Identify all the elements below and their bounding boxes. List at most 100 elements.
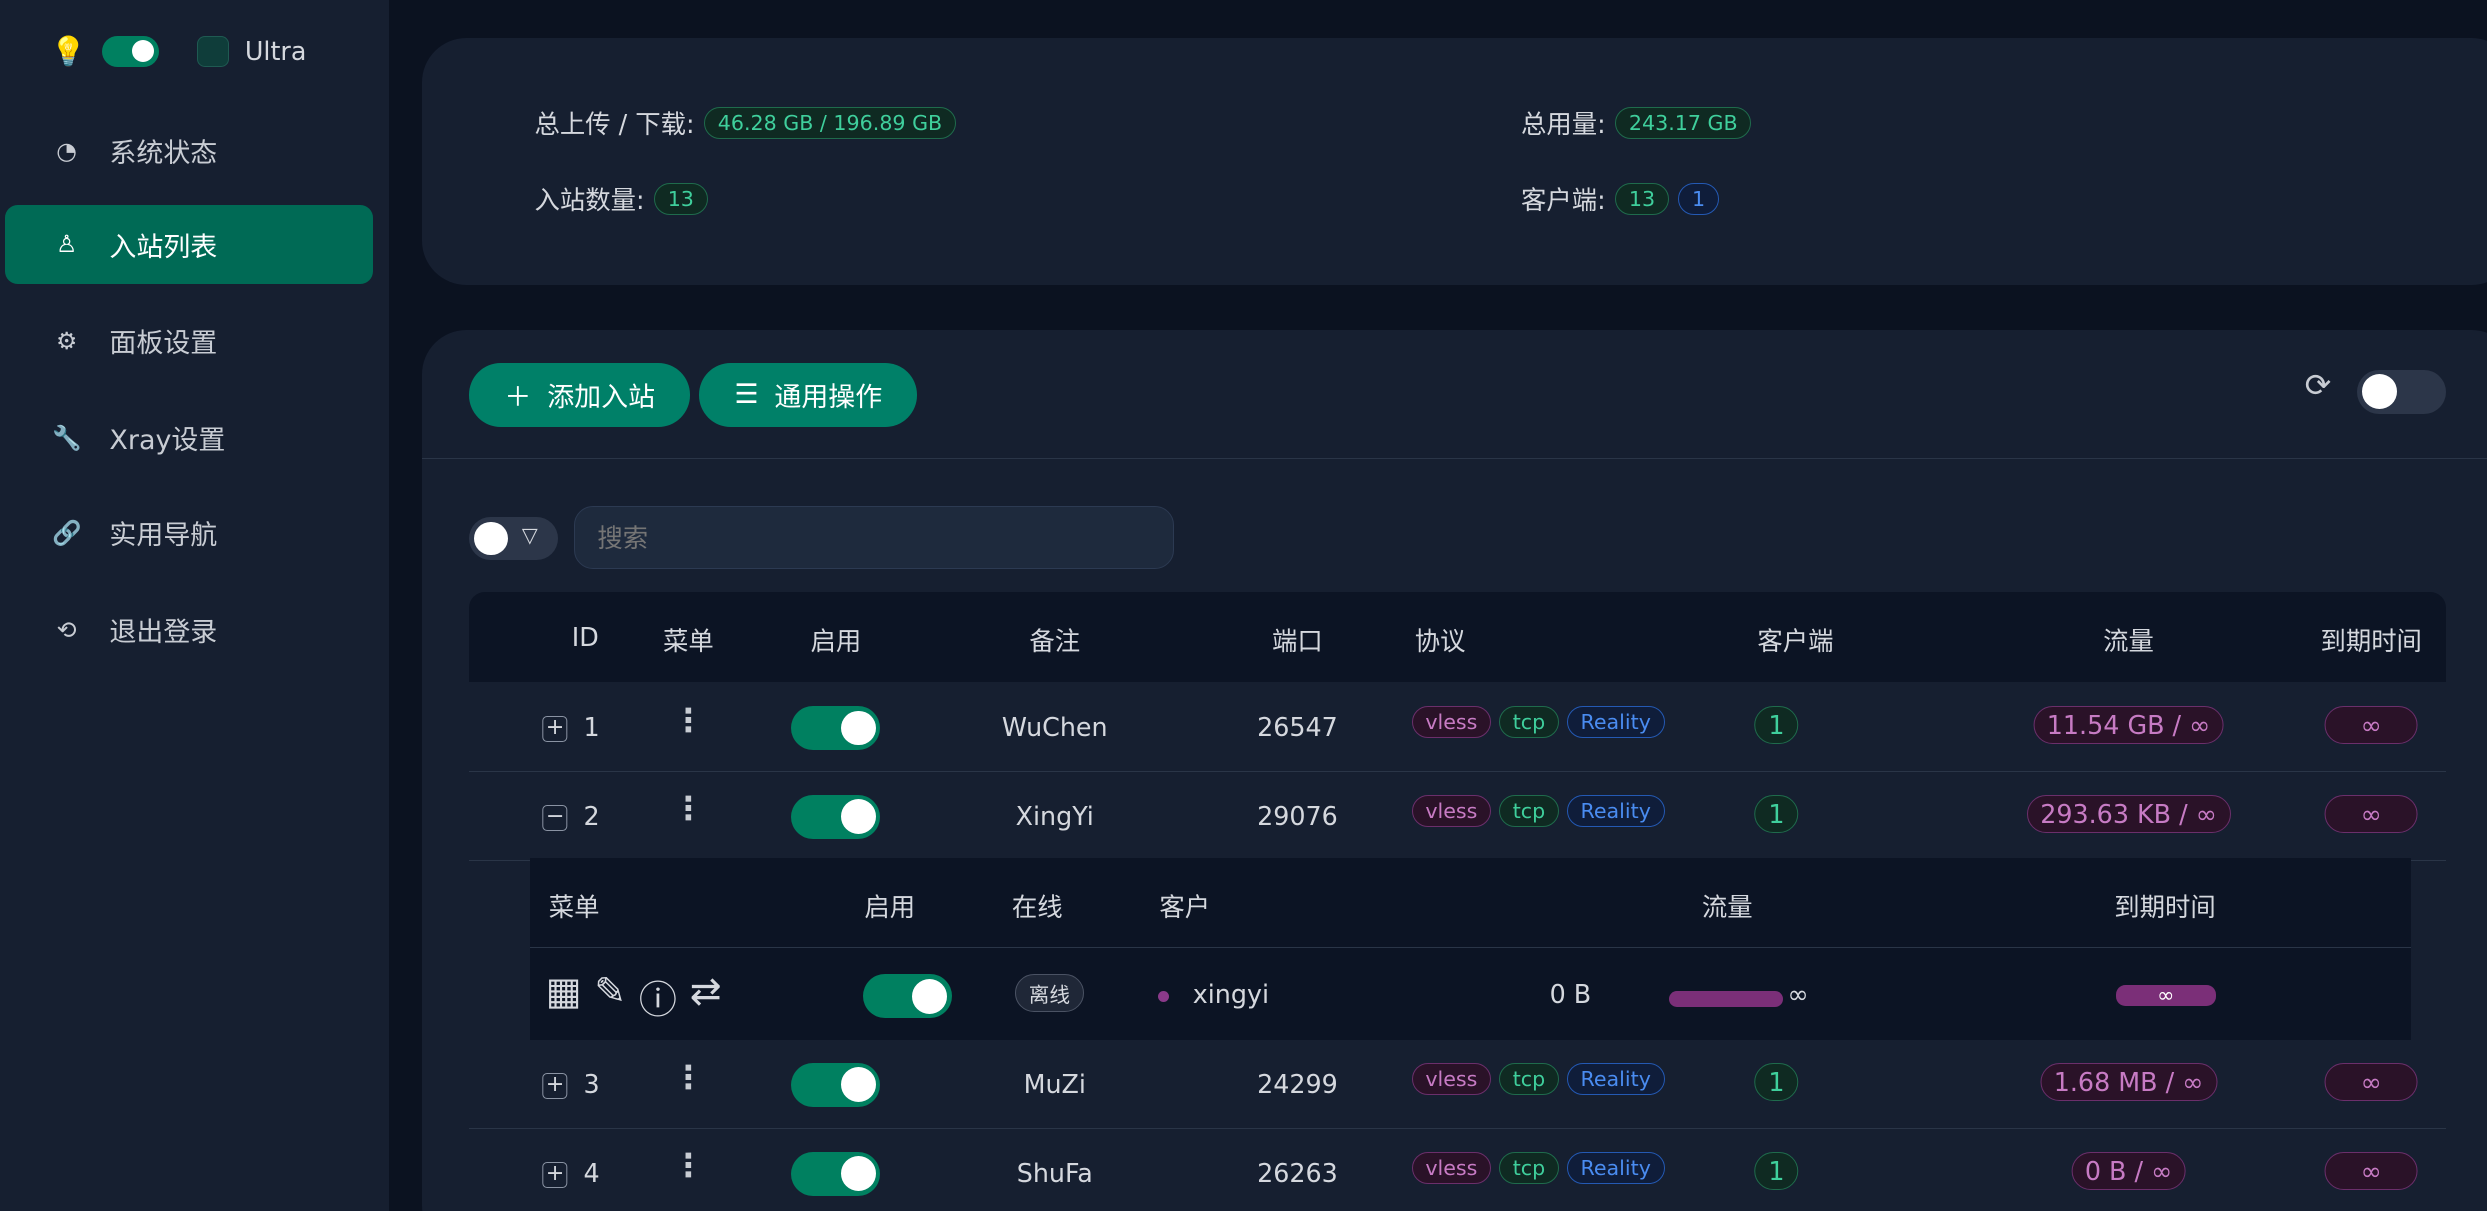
remark: XingYi — [1015, 800, 1094, 831]
enable-toggle[interactable] — [791, 705, 881, 751]
label: 系统状态 — [109, 138, 218, 170]
clients-online: 1 — [1678, 182, 1719, 215]
filter-icon: ▽ — [521, 523, 538, 548]
id: 3 — [583, 1069, 600, 1100]
sidebar-item-xray-settings[interactable]: 🔧 Xray设置 — [5, 398, 373, 477]
client-status-badge: 离线 — [1015, 973, 1084, 1013]
search-input[interactable] — [574, 505, 1174, 570]
clients-count: 1 — [1754, 794, 1799, 833]
refresh-icon[interactable]: ⟳ — [2304, 367, 2332, 404]
qrcode-icon[interactable]: ▦ — [545, 969, 582, 1014]
expand-icon[interactable]: + — [542, 1073, 568, 1099]
inbounds-value: 13 — [654, 182, 708, 215]
add-inbound-button[interactable]: ＋ 添加入站 — [469, 363, 690, 427]
updown-label: 总上传 / 下载: — [534, 108, 695, 139]
row-id: +1 — [542, 712, 600, 742]
expand-icon[interactable]: + — [542, 1162, 568, 1188]
sub-header-expiry: 到期时间 — [2114, 892, 2216, 923]
collapse-icon[interactable]: − — [542, 805, 568, 831]
clients-count: 1 — [1754, 1151, 1799, 1190]
traffic-tag: 0 B / ∞ — [2071, 1151, 2186, 1190]
more-menu-icon[interactable]: ⋮ — [672, 702, 705, 739]
expiry-tag: ∞ — [2324, 1151, 2418, 1190]
more-menu-icon[interactable]: ⋮ — [672, 1148, 705, 1185]
protocol-tag: vless — [1411, 794, 1492, 827]
sidebar-item-navigation[interactable]: 🔗 实用导航 — [5, 493, 373, 572]
expand-icon[interactable]: + — [542, 716, 568, 742]
label: 添加入站 — [547, 382, 656, 414]
more-menu-icon[interactable]: ⋮ — [672, 791, 705, 828]
updown-value: 46.28 GB / 196.89 GB — [704, 106, 956, 139]
sidebar-item-inbounds[interactable]: ♙ 入站列表 — [4, 204, 373, 284]
theme-toggle[interactable] — [102, 35, 160, 68]
id: 4 — [583, 1157, 600, 1188]
sub-header-enable: 启用 — [864, 892, 916, 923]
traffic-tag: 293.63 KB / ∞ — [2026, 794, 2231, 833]
clients-count: 1 — [1754, 705, 1799, 745]
expiry-tag: ∞ — [2324, 705, 2418, 745]
table-row: +4 ⋮ ShuFa 26263 vless tcp Reality 1 0 B… — [469, 1129, 2445, 1211]
logout-icon: ⟲ — [56, 615, 77, 644]
label: 退出登录 — [109, 617, 218, 649]
port: 29076 — [1257, 800, 1338, 831]
edit-icon[interactable]: ✎ — [594, 969, 627, 1014]
filter-toggle[interactable]: ▽ — [469, 517, 559, 560]
expiry-tag: ∞ — [2324, 794, 2418, 833]
label: 面板设置 — [109, 328, 218, 360]
header-port: 端口 — [1272, 625, 1323, 656]
client-status-dot — [1157, 991, 1169, 1003]
dashboard-icon: ◔ — [56, 136, 77, 165]
total-value: 243.17 GB — [1615, 106, 1752, 139]
traffic-tag: 11.54 GB / ∞ — [2033, 705, 2224, 745]
label: 入站列表 — [109, 231, 218, 263]
protocol-tag: vless — [1411, 1062, 1492, 1096]
enable-toggle[interactable] — [791, 1062, 881, 1108]
table-row: −2 ⋮ XingYi 29076 vless tcp Reality 1 29… — [469, 772, 2446, 862]
reset-icon[interactable]: ⇄ — [689, 969, 722, 1014]
sidebar-item-system-status[interactable]: ◔ 系统状态 — [5, 111, 373, 190]
client-traffic-limit: ∞ — [1787, 978, 1809, 1009]
enable-toggle[interactable] — [791, 1151, 881, 1196]
more-menu-icon[interactable]: ⋮ — [672, 1059, 705, 1096]
security-tag: Reality — [1566, 1062, 1665, 1096]
network-tag: tcp — [1499, 1062, 1559, 1096]
client-enable-toggle[interactable] — [862, 973, 952, 1019]
sidebar-item-panel-settings[interactable]: ⚙ 面板设置 — [5, 301, 373, 380]
header-protocol: 协议 — [1414, 625, 1466, 656]
label: 通用操作 — [774, 382, 883, 414]
remark: WuChen — [1001, 712, 1108, 743]
ultra-checkbox[interactable] — [197, 35, 230, 68]
lightbulb-icon: 💡 — [50, 34, 87, 68]
client-subtable: 菜单 启用 在线 客户 流量 到期时间 ▦ ✎ ⓘ ⇄ 离线 xingyi 0 B ∞… — [529, 858, 2411, 1041]
info-icon[interactable]: ⓘ — [638, 978, 677, 1023]
sidebar-item-logout[interactable]: ⟲ 退出登录 — [5, 590, 373, 669]
expiry-tag: ∞ — [2324, 1062, 2418, 1102]
header-expiry: 到期时间 — [2320, 625, 2422, 656]
sub-header-traffic: 流量 — [1701, 892, 1753, 923]
table-header: ID 菜单 启用 备注 端口 协议 客户端 流量 到期时间 — [469, 591, 2446, 683]
table-row: +3 ⋮ MuZi 24299 vless tcp Reality 1 1.68… — [469, 1040, 2446, 1130]
clients-label: 客户端: — [1521, 184, 1606, 215]
gear-icon: ⚙ — [55, 326, 78, 355]
protocol-tag: vless — [1411, 1151, 1492, 1184]
general-actions-button[interactable]: ☰ 通用操作 — [699, 363, 918, 427]
clients-count: 1 — [1754, 1062, 1799, 1102]
header-enable: 启用 — [810, 625, 862, 656]
header-id: ID — [571, 621, 599, 652]
sidebar: 💡 Ultra ◔ 系统状态 ♙ 入站列表 ⚙ 面板设置 🔧 Xray设置 🔗 实用导航 … — [0, 0, 389, 1211]
network-tag: tcp — [1499, 1151, 1559, 1184]
sub-header-client: 客户 — [1159, 892, 1211, 923]
menu-icon: ☰ — [734, 379, 759, 411]
client-name: xingyi — [1192, 978, 1270, 1009]
header-clients: 客户端 — [1757, 625, 1834, 656]
row-id: −2 — [542, 801, 600, 831]
security-tag: Reality — [1566, 794, 1665, 827]
auto-refresh-toggle[interactable] — [2356, 369, 2446, 414]
sub-header-menu: 菜单 — [548, 892, 600, 923]
stats-card: 总上传 / 下载: 46.28 GB / 196.89 GB 总用量: 243.17… — [421, 38, 2487, 286]
row-id: +4 — [542, 1157, 600, 1188]
enable-toggle[interactable] — [791, 794, 881, 840]
network-tag: tcp — [1499, 794, 1559, 827]
remark: MuZi — [1023, 1069, 1086, 1100]
clients-value: 13 — [1615, 182, 1669, 215]
